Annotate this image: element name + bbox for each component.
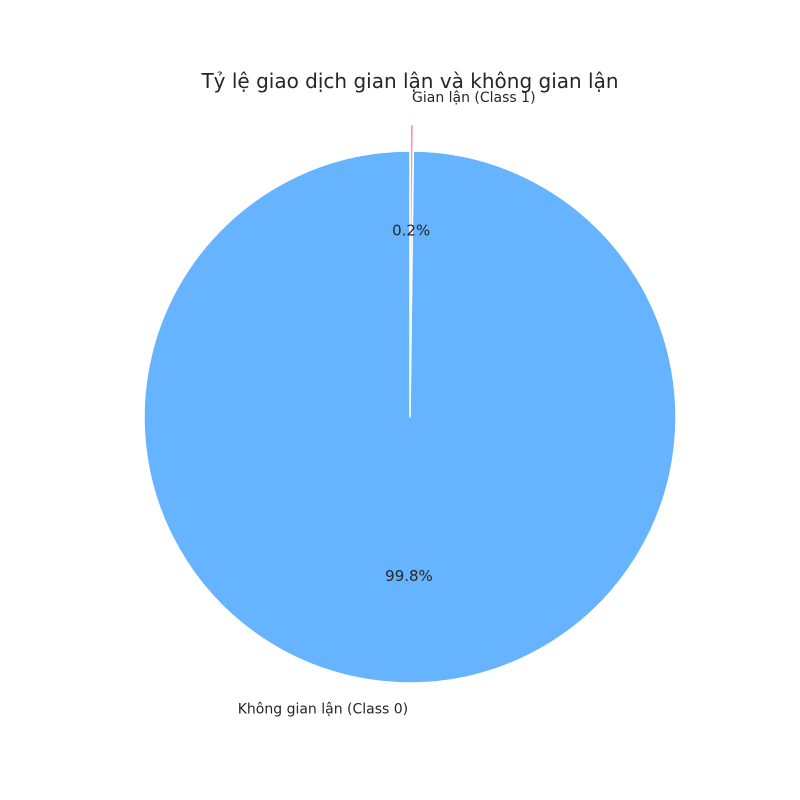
slice-label-2: Gian lận (Class 1) (412, 90, 536, 106)
pie-slice-2 (409, 123, 415, 392)
pie-labels: Không gian lận (Class 0) 99.8% Gian lận (C… (238, 90, 536, 718)
slice-label-1: Không gian lận (Class 0) (238, 702, 408, 718)
pie-slice-1 (143, 150, 677, 684)
pie-slices (143, 123, 677, 684)
chart-title: Tỷ lệ giao dịch gian lận và không gian l… (200, 69, 618, 93)
slice-percentage-1: 99.8% (385, 567, 433, 585)
slice-percentage-2: 0.2% (392, 221, 430, 239)
